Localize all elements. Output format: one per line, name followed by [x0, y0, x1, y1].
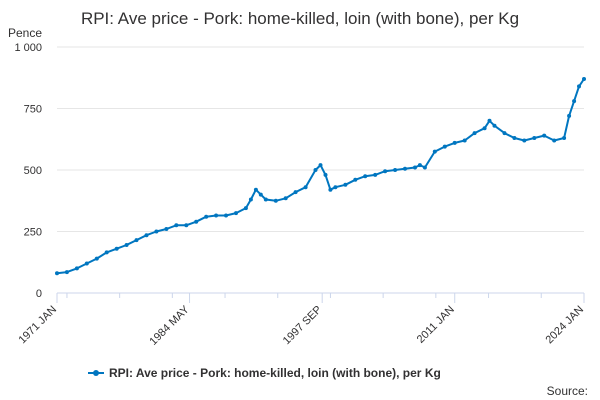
data-point[interactable]	[482, 126, 487, 131]
data-point[interactable]	[363, 174, 368, 179]
chart-title: RPI: Ave price - Pork: home-killed, loin…	[81, 9, 519, 28]
data-point[interactable]	[552, 138, 557, 143]
data-point[interactable]	[522, 138, 527, 143]
data-point[interactable]	[248, 197, 253, 202]
x-tick-label: 2024 JAN	[543, 304, 586, 347]
data-point[interactable]	[452, 140, 457, 145]
data-point[interactable]	[328, 187, 333, 192]
data-point[interactable]	[487, 118, 492, 123]
data-point[interactable]	[572, 99, 577, 104]
data-point[interactable]	[303, 185, 308, 190]
data-point[interactable]	[74, 266, 79, 271]
legend[interactable]: RPI: Ave price - Pork: home-killed, loin…	[88, 366, 441, 380]
data-point[interactable]	[224, 213, 228, 218]
data-point[interactable]	[84, 261, 89, 266]
data-point[interactable]	[462, 138, 467, 143]
gridlines	[57, 46, 584, 232]
data-point[interactable]	[234, 211, 238, 216]
y-tick-label: 0	[36, 288, 42, 300]
data-point[interactable]	[94, 256, 99, 261]
data-point[interactable]	[104, 250, 109, 255]
data-point[interactable]	[263, 197, 268, 202]
data-point[interactable]	[214, 213, 219, 218]
data-point[interactable]	[472, 131, 477, 136]
data-point[interactable]	[562, 136, 567, 140]
data-point[interactable]	[403, 166, 407, 171]
data-point[interactable]	[194, 219, 199, 224]
x-tick-label: 1971 JAN	[16, 304, 59, 347]
x-tick-label: 1984 MAY	[147, 303, 192, 348]
data-point[interactable]	[422, 165, 427, 170]
data-point[interactable]	[204, 214, 209, 219]
x-tick-label: 1997 SEP	[281, 304, 325, 348]
data-point[interactable]	[502, 131, 507, 136]
data-point[interactable]	[373, 172, 378, 177]
data-point[interactable]	[174, 223, 179, 228]
data-point[interactable]	[582, 77, 586, 81]
data-point[interactable]	[318, 163, 323, 168]
y-tick-label: 500	[24, 165, 42, 177]
data-point[interactable]	[134, 238, 139, 243]
series-layer	[55, 77, 586, 276]
data-point[interactable]	[55, 271, 59, 276]
data-point[interactable]	[393, 168, 398, 172]
y-axis-ticks: 0 250 500 750 1 000	[14, 42, 42, 300]
data-point[interactable]	[293, 190, 298, 195]
data-point[interactable]	[273, 198, 278, 203]
data-point[interactable]	[577, 84, 581, 89]
data-point[interactable]	[64, 270, 69, 275]
data-point[interactable]	[164, 227, 169, 231]
data-point[interactable]	[432, 149, 437, 154]
data-point[interactable]	[567, 113, 572, 118]
data-point[interactable]	[313, 168, 318, 172]
data-point[interactable]	[323, 172, 328, 177]
data-point[interactable]	[353, 177, 358, 182]
data-point[interactable]	[333, 185, 338, 190]
x-axis: 1971 JAN 1984 MAY 1997 SEP 2011 JAN 2024 JAN	[16, 292, 586, 348]
data-point[interactable]	[413, 165, 417, 170]
data-point[interactable]	[512, 136, 517, 140]
y-tick-label: 250	[24, 227, 42, 239]
data-point[interactable]	[144, 233, 149, 238]
y-axis-label: Pence	[8, 26, 42, 40]
data-point[interactable]	[532, 136, 537, 140]
source-label: Source:	[547, 384, 588, 398]
legend-label: RPI: Ave price - Pork: home-killed, loin…	[109, 366, 441, 380]
data-point[interactable]	[417, 163, 422, 168]
data-point[interactable]	[492, 123, 497, 128]
data-point[interactable]	[283, 196, 288, 201]
data-point[interactable]	[184, 223, 189, 228]
data-point[interactable]	[124, 243, 129, 247]
data-point[interactable]	[442, 144, 447, 149]
data-point[interactable]	[253, 187, 258, 192]
y-tick-label: 750	[24, 104, 42, 116]
data-point[interactable]	[258, 192, 263, 197]
data-point[interactable]	[383, 169, 388, 174]
data-point[interactable]	[243, 206, 248, 211]
data-point[interactable]	[114, 246, 119, 251]
data-point[interactable]	[154, 229, 159, 234]
data-point[interactable]	[542, 133, 547, 138]
y-tick-label: 1 000	[14, 42, 42, 54]
x-tick-label: 2011 JAN	[415, 304, 457, 346]
legend-point-marker	[93, 370, 99, 376]
data-point[interactable]	[343, 182, 348, 187]
